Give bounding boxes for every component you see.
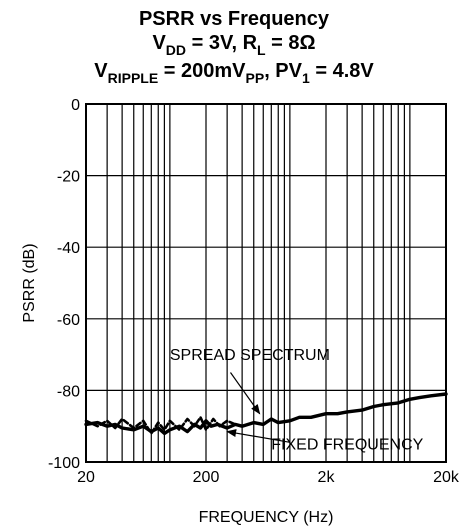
major-grid [86, 103, 446, 463]
y-tick-label: -100 [48, 455, 80, 472]
y-tick-label: -20 [57, 169, 80, 186]
title-line: PSRR vs Frequency [139, 8, 330, 30]
title-text: = 4.8V [310, 60, 375, 82]
y-tick-label: -60 [57, 312, 80, 329]
annotation-arrow [226, 429, 290, 443]
title-line: VDD = 3V, RL = 8Ω [152, 32, 315, 58]
x-axis-label: FREQUENCY (Hz) [199, 509, 334, 526]
title-subscript: L [257, 42, 266, 58]
annotation-arrow [230, 372, 261, 415]
series-solid-line [84, 392, 448, 436]
title-line: VRIPPLE = 200mVPP, PV1 = 4.8V [94, 60, 374, 86]
y-tick-label: 0 [71, 97, 80, 114]
title-subscript: PP [246, 70, 265, 86]
title-text: = 8Ω [266, 32, 316, 54]
title-text: = 3V, R [186, 32, 258, 54]
title-subscript: DD [166, 42, 186, 58]
title-text: , PV [264, 60, 302, 82]
y-axis-label: PSRR (dB) [21, 243, 38, 322]
x-tick-label: 200 [193, 469, 220, 486]
title-subscript: 1 [302, 70, 310, 86]
x-tick-label: 20k [433, 469, 460, 486]
title-subscript: RIPPLE [108, 70, 159, 86]
title-text: V [94, 60, 108, 82]
annotation-label: FIXED FREQUENCY [271, 436, 423, 453]
series-dashed-line [84, 415, 237, 435]
title-text: = 200mV [158, 60, 246, 82]
tick-labels: 20 200 2k 20k 0 -20 -40 -60 -80 -100 [48, 97, 460, 486]
annotation-label: SPREAD SPECTRUM [170, 347, 330, 364]
y-tick-label: -40 [57, 240, 80, 257]
x-tick-label: 20 [77, 469, 95, 486]
minor-grid [106, 104, 411, 462]
title-text: PSRR vs Frequency [139, 8, 330, 30]
title-text: V [152, 32, 166, 54]
plot-frame [85, 103, 447, 463]
series-lines [84, 392, 448, 436]
x-tick-label: 2k [318, 469, 336, 486]
annotations: SPREAD SPECTRUM FIXED FREQUENCY [170, 347, 424, 454]
y-tick-label: -80 [57, 383, 80, 400]
